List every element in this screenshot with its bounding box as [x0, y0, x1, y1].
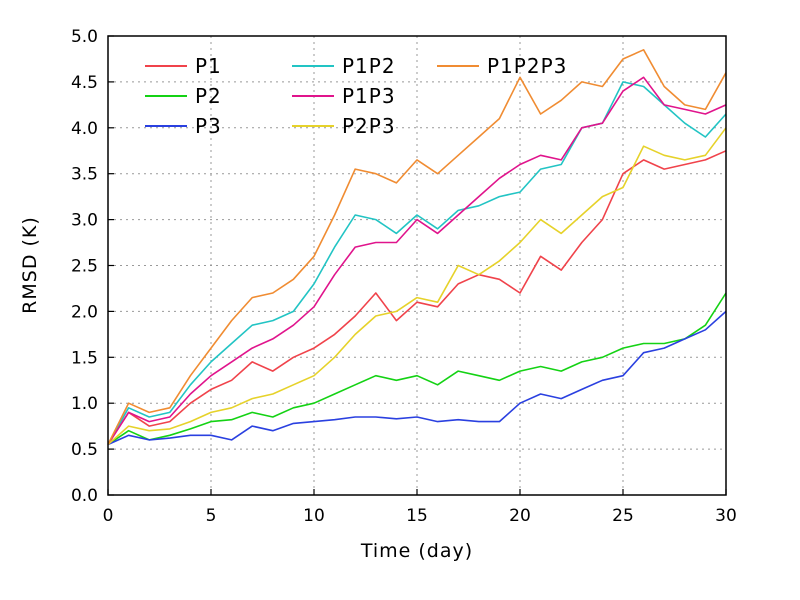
y-tick-label: 0.0 [71, 486, 98, 506]
y-tick-label: 4.5 [71, 73, 98, 93]
legend-label: P1P3 [342, 84, 396, 108]
axis-ticks: 0 5 10 15 20 25 30 0.0 0.5 1.0 1.5 2.0 2.5 3.0 3.5 4.0 4… [71, 27, 737, 526]
y-tick-label: 1.5 [71, 348, 98, 368]
grid-lines [108, 36, 726, 495]
series-line-p1 [107, 150, 727, 445]
legend-item-p2: P2 [145, 84, 222, 108]
y-axis-label: RMSD (K) [19, 216, 41, 314]
y-tick-label: 2.5 [71, 257, 98, 277]
legend-label: P1P2 [342, 54, 396, 78]
y-tick-label: 1.0 [71, 394, 98, 414]
legend-item-p1p3: P1P3 [292, 84, 396, 108]
x-tick-label: 0 [103, 506, 114, 526]
x-tick-label: 20 [509, 506, 531, 526]
legend-item-p2p3: P2P3 [292, 114, 396, 138]
legend-item-p1p2p3: P1P2P3 [437, 54, 567, 78]
x-tick-label: 5 [206, 506, 217, 526]
x-tick-label: 30 [715, 506, 737, 526]
y-tick-label: 0.5 [71, 440, 98, 460]
series-line-p1p2 [107, 81, 727, 445]
x-tick-label: 10 [303, 506, 325, 526]
y-tick-label: 5.0 [71, 27, 98, 47]
y-tick-label: 2.0 [71, 302, 98, 322]
y-tick-label: 3.5 [71, 165, 98, 185]
legend-label: P2 [195, 84, 222, 108]
series-line-p3 [107, 310, 727, 446]
x-axis-label: Time (day) [360, 540, 473, 562]
legend-item-p1: P1 [145, 54, 222, 78]
series-lines [107, 48, 727, 446]
legend-label: P1P2P3 [487, 54, 567, 78]
series-line-p1p3 [107, 76, 727, 445]
series-line-p1p2p3 [107, 48, 727, 445]
series-line-p2 [107, 292, 727, 446]
legend-item-p1p2: P1P2 [292, 54, 396, 78]
legend-label: P1 [195, 54, 222, 78]
series-line-p2p3 [107, 127, 727, 446]
legend-label: P2P3 [342, 114, 396, 138]
legend-item-p3: P3 [145, 114, 222, 138]
x-tick-label: 25 [612, 506, 634, 526]
y-tick-label: 3.0 [71, 211, 98, 231]
y-tick-label: 4.0 [71, 119, 98, 139]
x-tick-label: 15 [406, 506, 428, 526]
legend-label: P3 [195, 114, 222, 138]
